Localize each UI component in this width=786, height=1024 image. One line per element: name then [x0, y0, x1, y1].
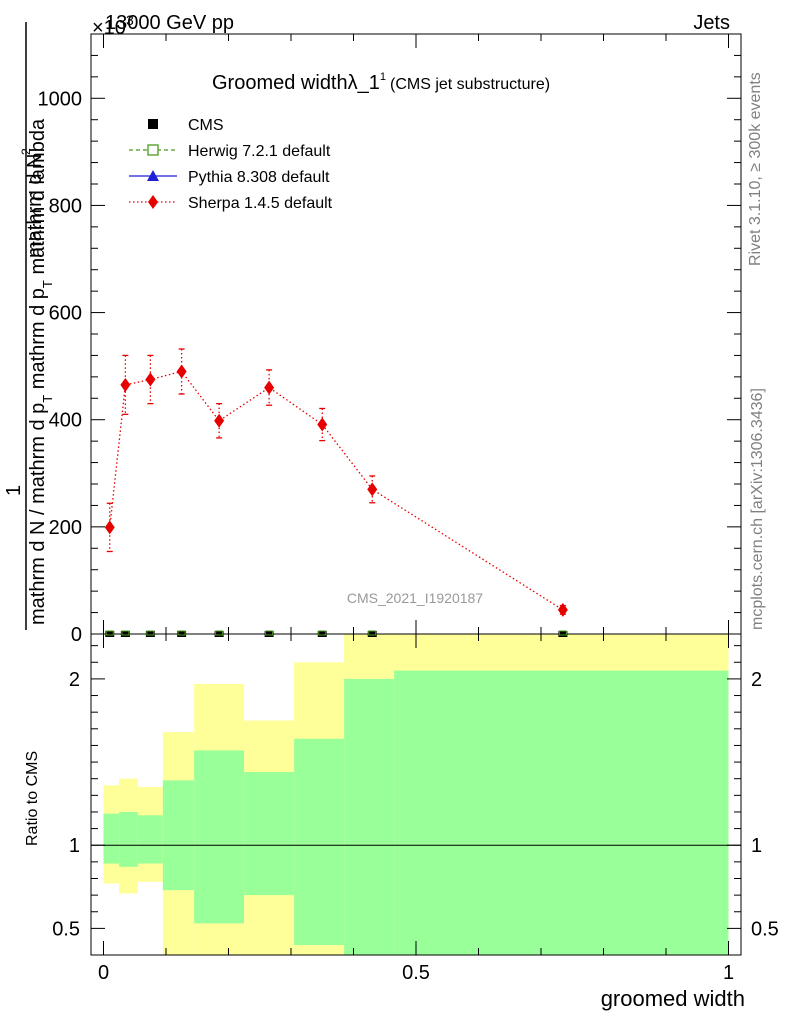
- ratio-tick-label: 2: [69, 669, 80, 691]
- cms-point: [105, 631, 115, 637]
- ratio-y-label: Ratio to CMS: [24, 751, 41, 846]
- ratio-bands: [91, 634, 741, 955]
- y-label-denominator: mathrm d N / mathrm d pT mathrm d pT mat…: [27, 118, 55, 625]
- sherpa-point: [264, 380, 275, 395]
- legend-entry-label: CMS: [188, 117, 224, 134]
- mcplots-info: mcplots.cern.ch [arXiv:1306.3436]: [749, 388, 766, 630]
- ratio-tick-label: 1: [69, 835, 80, 857]
- y-tick-label: 0: [71, 624, 82, 646]
- sherpa-point: [317, 417, 328, 432]
- plot-title: Groomed widthλ_11 (CMS jet substructure): [212, 71, 550, 94]
- cms-point: [214, 631, 224, 637]
- stat-uncertainty-band: [294, 738, 345, 946]
- stat-uncertainty-band: [103, 813, 120, 864]
- cms-point: [145, 631, 155, 637]
- y-tick-label: 1000: [38, 88, 83, 110]
- stat-uncertainty-band: [394, 670, 729, 955]
- herwig-point: [121, 630, 130, 636]
- herwig-point: [558, 630, 567, 636]
- stat-uncertainty-band: [137, 815, 163, 864]
- y-label-numerator: mathrm d N: [24, 154, 46, 258]
- legend-entry-label: Pythia 8.308 default: [188, 169, 330, 186]
- legend-marker-square: [148, 119, 158, 129]
- x-tick-label: 1: [723, 962, 734, 984]
- sherpa-series: [104, 348, 568, 617]
- stat-uncertainty-band: [244, 772, 295, 896]
- y-tick-label: 600: [49, 303, 82, 325]
- herwig-point: [368, 630, 377, 636]
- legend-marker-open-square: [147, 144, 159, 156]
- x-tick-label: 0.5: [402, 962, 430, 984]
- herwig-point: [318, 630, 327, 636]
- legend-marker-triangle: [147, 170, 159, 181]
- herwig-point: [265, 630, 274, 636]
- cms-point: [558, 631, 568, 637]
- exponent-label: ×103: [92, 12, 134, 39]
- sherpa-point: [104, 520, 115, 535]
- sherpa-line: [109, 370, 564, 611]
- herwig-point: [105, 630, 114, 636]
- main-ticks: 0 200 400 600 800 1000: [38, 33, 741, 646]
- stat-uncertainty-band: [194, 750, 245, 924]
- sherpa-point: [145, 372, 156, 387]
- cms-point: [177, 631, 187, 637]
- herwig-point: [146, 630, 155, 636]
- x-axis-label: groomed width: [601, 986, 745, 1011]
- legend-entry-label: Sherpa 1.4.5 default: [188, 195, 333, 212]
- legend-marker-diamond: [148, 195, 158, 209]
- sherpa-point: [176, 364, 187, 379]
- herwig-point: [215, 630, 224, 636]
- legend-entry-label: Herwig 7.2.1 default: [188, 143, 331, 160]
- stat-uncertainty-band: [344, 678, 395, 955]
- sherpa-point: [214, 413, 225, 428]
- cms-point: [367, 631, 377, 637]
- cms-point: [120, 631, 130, 637]
- cms-point: [264, 631, 274, 637]
- y-tick-label: 400: [49, 410, 82, 432]
- analysis-label: CMS_2021_I1920187: [347, 590, 483, 606]
- sherpa-point: [367, 482, 378, 497]
- sherpa-point: [557, 602, 568, 617]
- stat-uncertainty-band: [119, 811, 138, 867]
- ratio-tick-label: 0.5: [52, 918, 80, 940]
- ratio-tick-label-right: 0.5: [751, 918, 779, 940]
- y-axis-label: mathrm d N 2 1 mathrm d N / mathrm d pT …: [3, 22, 55, 630]
- y-tick-label: 800: [49, 195, 82, 217]
- ratio-ticks: 0.5 0.5 1 1 2 2 0 0.5 1: [52, 634, 779, 984]
- header-jets: Jets: [693, 12, 730, 34]
- cms-point: [317, 631, 327, 637]
- stat-uncertainty-band: [162, 780, 195, 891]
- ratio-tick-label-right: 1: [751, 835, 762, 857]
- legend: CMS Herwig 7.2.1 default Pythia 8.308 defa…: [129, 117, 333, 212]
- rivet-info: Rivet 3.1.10, ≥ 300k events: [747, 72, 764, 266]
- herwig-point: [177, 630, 186, 636]
- x-tick-label: 0: [98, 962, 109, 984]
- y-tick-label: 200: [49, 517, 82, 539]
- sherpa-point: [120, 377, 131, 392]
- ratio-tick-label-right: 2: [751, 669, 762, 691]
- header-collision: 13000 GeV pp: [105, 12, 234, 34]
- y-label-one: 1: [3, 485, 25, 496]
- cms-series: [105, 630, 568, 637]
